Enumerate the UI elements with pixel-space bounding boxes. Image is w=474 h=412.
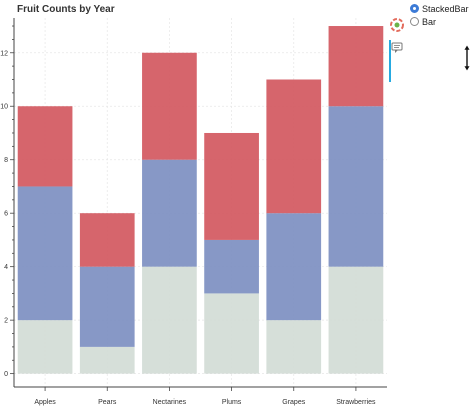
radio-option-stacked-bar[interactable]: StackedBar <box>410 2 469 15</box>
bar-segment <box>204 132 259 240</box>
hover-tooltip-icon[interactable] <box>390 41 404 55</box>
bar-segment <box>328 26 384 107</box>
bokeh-logo-icon[interactable] <box>390 18 404 32</box>
bar-segment <box>328 266 384 374</box>
radio-button-stacked-bar[interactable] <box>410 4 419 13</box>
bar-segment <box>142 159 197 267</box>
y-tick-label: 10 <box>0 104 8 111</box>
x-tick-label: Apples <box>34 399 56 406</box>
y-tick-label: 4 <box>4 264 8 271</box>
bar-segment <box>142 52 197 160</box>
y-tick-label: 8 <box>4 157 8 164</box>
bar-segment <box>328 106 384 267</box>
x-tick-label: Pears <box>98 399 117 406</box>
bar-segment <box>266 320 322 374</box>
bar-segment <box>17 106 73 187</box>
bar-segment <box>266 213 322 321</box>
bar-segment <box>79 213 135 267</box>
bar-segment <box>204 293 259 374</box>
plot-toolbar <box>390 16 408 62</box>
bar-segment <box>142 266 197 374</box>
y-tick-label: 2 <box>4 318 8 325</box>
x-tick-label: Grapes <box>282 399 305 406</box>
chart-title: Fruit Counts by Year <box>17 4 115 15</box>
resize-cursor-icon <box>463 44 471 72</box>
bar-segment <box>79 346 135 374</box>
x-tick-label: Strawberries <box>336 399 376 406</box>
bar-segment <box>204 239 259 294</box>
bar-segment <box>17 320 73 374</box>
x-tick-label: Nectarines <box>153 399 187 406</box>
radio-option-bar[interactable]: Bar <box>410 15 469 28</box>
radio-label-stacked-bar: StackedBar <box>422 3 469 14</box>
active-tool-indicator <box>389 40 391 82</box>
radio-label-bar: Bar <box>422 16 437 27</box>
bar-segment <box>17 186 73 321</box>
x-tick-label: Plums <box>222 399 242 406</box>
chart-type-radio-group: StackedBar Bar <box>410 2 469 28</box>
radio-button-bar[interactable] <box>410 17 419 26</box>
y-tick-label: 12 <box>0 50 8 57</box>
bar-segment <box>266 79 322 214</box>
y-tick-label: 6 <box>4 211 8 218</box>
y-tick-label: 0 <box>4 371 8 378</box>
bar-segment <box>79 266 135 347</box>
